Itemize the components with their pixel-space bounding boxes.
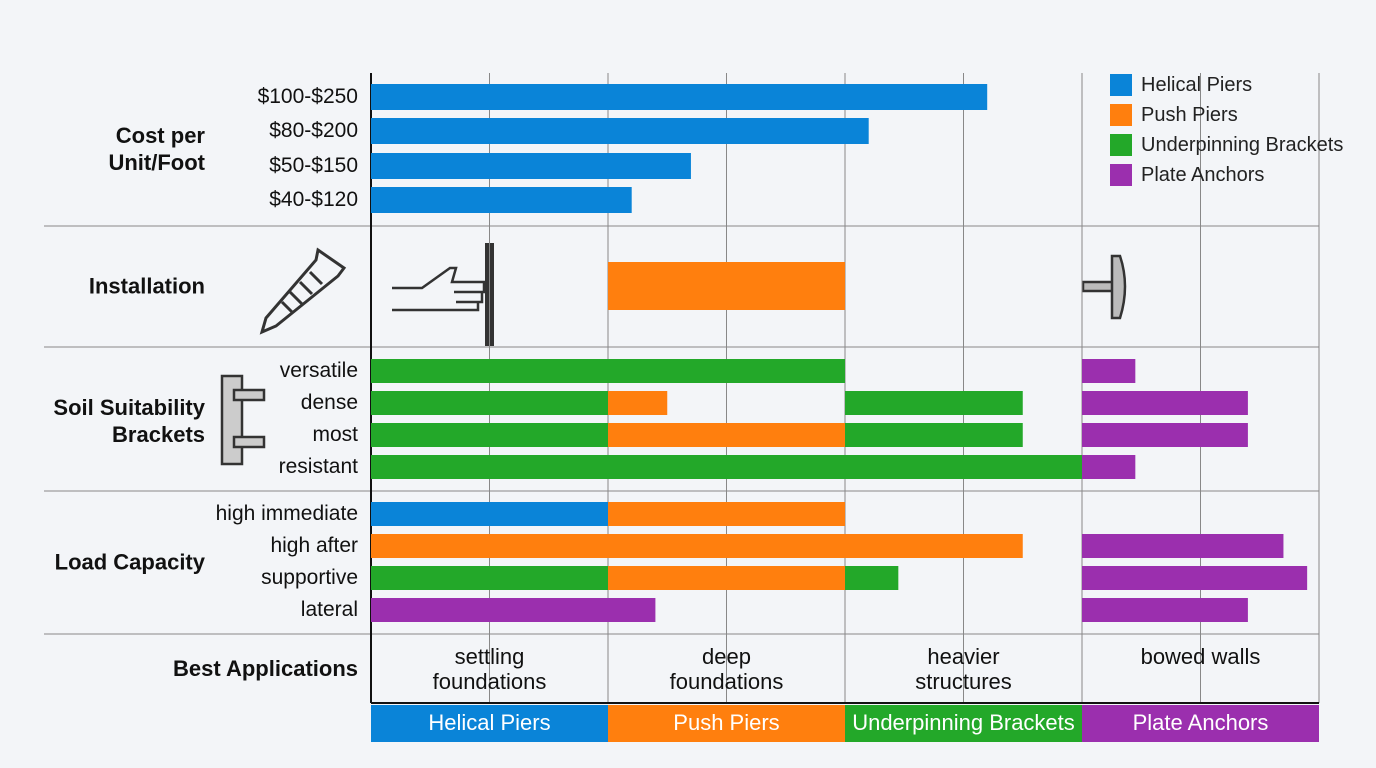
legend-label: Plate Anchors (1141, 164, 1265, 186)
bar-segment (371, 153, 691, 179)
row-label: most (312, 423, 358, 446)
column-band (371, 705, 608, 742)
row-label: $80-$200 (269, 119, 358, 142)
column-band (1082, 705, 1319, 742)
bar-segment (608, 423, 845, 447)
bar-segment (371, 566, 608, 590)
bar-segment (608, 566, 845, 590)
row-label: supportive (261, 566, 358, 589)
bar-segment (845, 391, 1023, 415)
bar-segment (608, 502, 845, 526)
row-label: high after (270, 534, 358, 557)
bar-segment (371, 534, 1023, 558)
row-label: lateral (300, 598, 358, 621)
legend-label: Helical Piers (1141, 74, 1253, 96)
bar-segment (371, 84, 988, 110)
application-text: bowed walls (1140, 644, 1261, 669)
bar-segment (1082, 598, 1248, 622)
hand-icon (392, 243, 494, 346)
bar-segment (371, 118, 869, 144)
bar-segment (845, 423, 1023, 447)
section-label: Cost per Unit/Foot (108, 123, 205, 175)
bar-segment (845, 566, 899, 590)
bar-segment (371, 187, 632, 213)
legend-swatch (1110, 164, 1132, 186)
bar-segment (608, 391, 668, 415)
bar-segment (371, 455, 1082, 479)
legend-swatch (1110, 74, 1132, 96)
column-band (608, 705, 845, 742)
bar-segment (371, 391, 608, 415)
column-name: Helical Piers (428, 710, 551, 735)
application-text: settling foundations (432, 644, 547, 694)
section-label: Load Capacity (54, 549, 205, 575)
column-name: Underpinning Brackets (852, 710, 1075, 735)
section-label: Soil Suitability Brackets (53, 395, 205, 447)
bar-segment (1082, 423, 1248, 447)
row-label: $100-$250 (257, 85, 358, 108)
bar-segment (1082, 534, 1284, 558)
column-name: Push Piers (673, 710, 780, 735)
bar-segment (371, 423, 608, 447)
row-label: $40-$120 (269, 188, 358, 211)
screw-icon (259, 247, 347, 335)
row-label: resistant (278, 455, 358, 478)
row-label: $50-$150 (269, 154, 358, 177)
bar-segment (371, 359, 845, 383)
plate-anchor-icon (1081, 254, 1127, 320)
legend-swatch (1110, 134, 1132, 156)
bar-segment (1082, 359, 1136, 383)
bar-segment (1082, 391, 1248, 415)
bar-segment (371, 502, 608, 526)
application-text: deep foundations (669, 644, 784, 694)
section-label: Installation (88, 273, 205, 299)
bar-segment (1082, 566, 1308, 590)
application-text: heavier structures (915, 644, 1012, 694)
bar-segment (371, 598, 656, 622)
column-name: Plate Anchors (1132, 710, 1269, 735)
bracket-icon (220, 374, 266, 466)
bar-segment (608, 262, 845, 310)
legend-label: Push Piers (1141, 104, 1238, 126)
applications-label: Best Applications (173, 656, 358, 681)
row-label: versatile (279, 359, 358, 382)
bar-segment (1082, 455, 1136, 479)
legend-label: Underpinning Brackets (1141, 134, 1344, 156)
row-label: dense (300, 391, 358, 414)
legend-swatch (1110, 104, 1132, 126)
column-band (845, 705, 1082, 742)
row-label: high immediate (215, 502, 358, 525)
